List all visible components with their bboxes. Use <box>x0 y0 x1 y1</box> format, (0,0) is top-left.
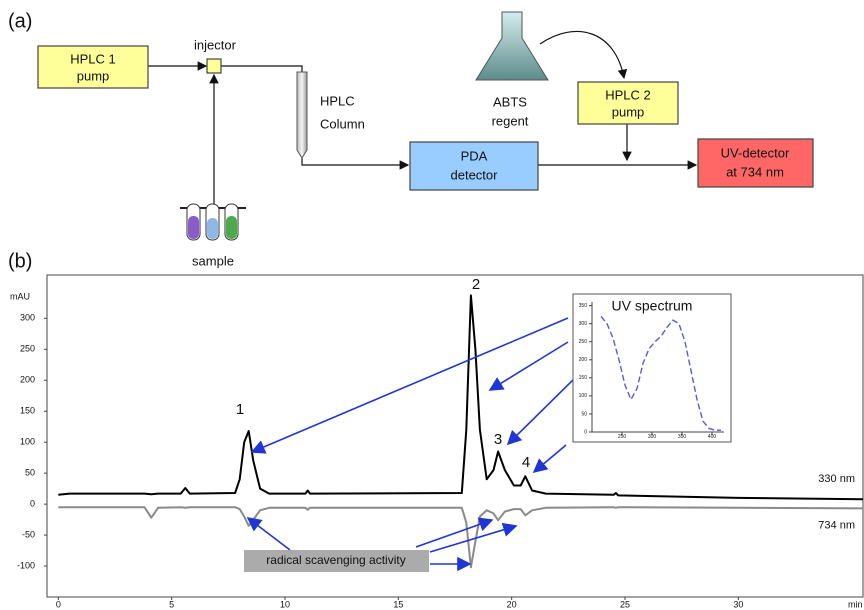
annotation-box <box>244 550 429 572</box>
x-tick-label: 25 <box>620 599 630 609</box>
y-tick-label: 300 <box>579 321 588 327</box>
y-tick-label: 50 <box>581 411 587 417</box>
y-tick-label: 200 <box>579 357 588 363</box>
peak-label: 4 <box>522 454 530 471</box>
flow-lines <box>148 30 698 215</box>
node-label: pump <box>612 104 645 119</box>
panel-label: (a) <box>8 10 32 32</box>
y-tick-label: 250 <box>579 339 588 345</box>
peak-label: 1 <box>236 401 244 418</box>
x-tick-label: 250 <box>618 434 627 440</box>
y-tick-label: 0 <box>584 429 587 435</box>
pump-1 <box>37 45 149 89</box>
uv-spectrum-inset: 0 50 100 150 200 250 300 350 250 300 350 400 UV spec… <box>579 298 724 440</box>
y-tick-label: 350 <box>579 303 588 309</box>
node-label: injector <box>194 37 237 52</box>
node-label: at 734 nm <box>726 164 784 179</box>
x-tick-label: 0 <box>56 599 61 609</box>
plot-frame <box>46 274 864 598</box>
uv-detector <box>697 138 814 188</box>
node-label: HPLC 1 <box>70 51 116 66</box>
node-label: regent <box>492 113 529 128</box>
node-label: pump <box>77 68 110 83</box>
y-tick-label: 100 <box>20 437 35 447</box>
node-label: UV-detector <box>721 145 790 160</box>
y-tick-label: -50 <box>22 529 35 539</box>
flask <box>475 11 549 81</box>
sample-tubes <box>180 203 246 241</box>
node-label: ABTS <box>493 94 527 109</box>
panel-label: (b) <box>8 250 32 272</box>
peak-label: 3 <box>494 431 502 448</box>
inset-title: UV spectrum <box>612 298 693 314</box>
node-label: HPLC 2 <box>605 87 651 102</box>
y-tick-label: 300 <box>20 313 35 323</box>
node-label: Column <box>320 116 365 131</box>
y-tick-label: 50 <box>25 468 35 478</box>
x-tick-label: 20 <box>507 599 517 609</box>
pump-2 <box>577 81 679 125</box>
x-tick-label: 30 <box>733 599 743 609</box>
peak-label: 2 <box>472 276 480 293</box>
y-tick-label: 100 <box>579 393 588 399</box>
node-label: HPLC <box>320 93 355 108</box>
y-tick-label: 0 <box>30 498 35 508</box>
x-tick-label: 300 <box>648 434 657 440</box>
annotation: radical scavenging activity <box>266 553 405 567</box>
trace <box>600 315 721 431</box>
x-tick-label: 5 <box>169 599 174 609</box>
x-tick-label: 400 <box>708 434 717 440</box>
legend-label: 734 nm <box>818 519 855 531</box>
y-tick-label: 200 <box>20 375 35 385</box>
x-tick-label: 350 <box>678 434 687 440</box>
y-tick-label: -100 <box>17 560 35 570</box>
x-tick-label: 15 <box>393 599 403 609</box>
legend-label: 330 nm <box>818 473 855 485</box>
injector <box>206 58 222 74</box>
annotation-arrows <box>246 317 579 572</box>
pda-detector <box>409 141 539 191</box>
y-tick-label: 250 <box>20 344 35 354</box>
x-tick-label: 10 <box>280 599 290 609</box>
column <box>296 71 308 159</box>
trace <box>58 506 864 569</box>
node-label: sample <box>192 253 234 268</box>
trace <box>58 294 864 501</box>
y-tick-label: 150 <box>579 375 588 381</box>
node-label: detector <box>451 167 499 182</box>
x-axis-label: min <box>848 599 863 609</box>
y-axis-label: mAU <box>10 291 30 301</box>
node-label: PDA <box>461 148 488 163</box>
inset-frame <box>572 293 732 443</box>
y-tick-label: 150 <box>20 406 35 416</box>
